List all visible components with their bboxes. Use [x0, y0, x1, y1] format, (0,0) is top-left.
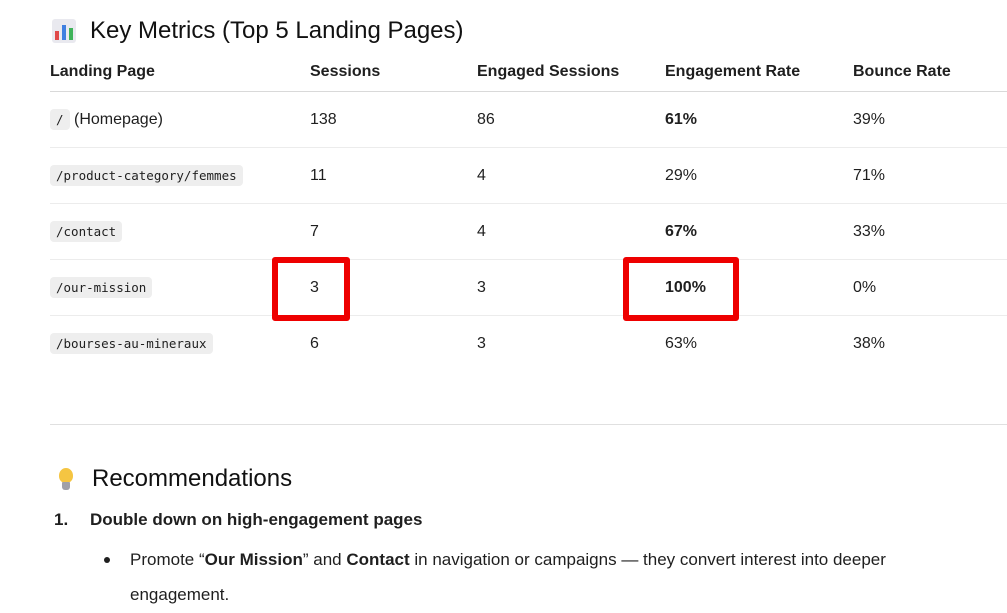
recommendations-list: 1. Double down on high-engagement pages P… — [54, 508, 984, 612]
landing-page-cell: /our-mission — [50, 259, 310, 316]
engagement-rate-cell: 100% — [665, 259, 853, 316]
recommendation-item-title: 1. Double down on high-engagement pages — [54, 508, 984, 532]
recommendations-heading: Recommendations — [54, 464, 292, 494]
bar-chart-icon — [52, 19, 76, 43]
engagement-rate-cell: 29% — [665, 147, 853, 204]
engagement-rate-cell: 67% — [665, 203, 853, 260]
sessions-cell: 6 — [310, 334, 319, 352]
sessions-cell: 3 — [310, 259, 477, 316]
bullet-dot-icon — [104, 557, 110, 563]
key-metrics-heading: Key Metrics (Top 5 Landing Pages) — [52, 16, 464, 46]
landing-page-suffix: (Homepage) — [73, 110, 163, 128]
sessions-cell: 11 — [310, 147, 477, 204]
landing-page-cell: /contact — [50, 203, 310, 260]
landing-page-path: / — [50, 108, 70, 130]
engaged-sessions-cell: 3 — [477, 334, 486, 352]
column-header-sessions: Sessions — [310, 52, 477, 92]
highlight-sessions-our-mission — [272, 257, 350, 321]
key-metrics-title: Key Metrics (Top 5 Landing Pages) — [90, 17, 464, 44]
engagement-rate-cell: 63% — [665, 334, 698, 352]
landing-page-path: /contact — [50, 220, 123, 242]
bounce-rate-cell: 0% — [853, 259, 1007, 316]
table-row: / (Homepage) 138 86 61% 39% — [50, 91, 1007, 148]
table-row: /our-mission 3 3 100% 0% — [50, 259, 1007, 316]
column-header-engagement-rate: Engagement Rate — [665, 52, 853, 92]
bounce-rate-cell: 39% — [853, 91, 1007, 148]
table-row: /contact 7 4 67% 33% — [50, 203, 1007, 260]
bounce-rate-cell: 71% — [853, 147, 1007, 204]
landing-page-path: /bourses-au-mineraux — [50, 332, 213, 354]
engaged-sessions-cell: 3 — [477, 259, 665, 316]
bullet-strong-text: Our Mission — [204, 550, 303, 569]
recommendation-title-text: Double down on high-engagement pages — [90, 510, 423, 529]
bullet-text: in navigation or campaigns — they conver… — [130, 550, 886, 604]
column-header-engaged-sessions: Engaged Sessions — [477, 52, 665, 92]
table-row: /product-category/femmes 11 4 29% 71% — [50, 147, 1007, 204]
landing-page-cell: /product-category/femmes — [50, 147, 310, 204]
bullet-strong-text: Contact — [346, 550, 410, 569]
landing-page-cell: / (Homepage) — [50, 91, 310, 148]
column-header-bounce-rate: Bounce Rate — [853, 52, 1007, 92]
bullet-text: Promote “ — [130, 550, 205, 569]
section-divider — [50, 424, 1007, 425]
highlight-engagement-rate-our-mission — [623, 257, 739, 321]
sessions-cell: 7 — [310, 203, 477, 260]
bounce-rate-cell: 38% — [853, 334, 886, 352]
table-row: /bourses-au-mineraux 6 3 63% 38% — [50, 316, 1007, 372]
table-header-row: Landing Page Sessions Engaged Sessions E… — [50, 52, 1007, 92]
engaged-sessions-cell: 4 — [477, 147, 665, 204]
engagement-rate-cell: 61% — [665, 91, 853, 148]
bounce-rate-cell: 33% — [853, 203, 1007, 260]
landing-page-path: /product-category/femmes — [50, 164, 243, 186]
engaged-sessions-cell: 86 — [477, 91, 665, 148]
column-header-landing-page: Landing Page — [50, 52, 310, 92]
recommendation-number: 1. — [54, 510, 69, 529]
landing-page-path: /our-mission — [50, 276, 153, 298]
landing-pages-table: Landing Page Sessions Engaged Sessions E… — [50, 52, 1007, 371]
recommendation-bullet: Promote “Our Mission” and Contact in nav… — [104, 542, 984, 612]
landing-page-cell: /bourses-au-mineraux — [50, 316, 310, 372]
recommendations-title: Recommendations — [92, 465, 293, 492]
bullet-text: ” and — [302, 550, 347, 569]
sessions-cell: 138 — [310, 91, 477, 148]
engaged-sessions-cell: 4 — [477, 203, 665, 260]
lightbulb-icon — [54, 467, 78, 491]
